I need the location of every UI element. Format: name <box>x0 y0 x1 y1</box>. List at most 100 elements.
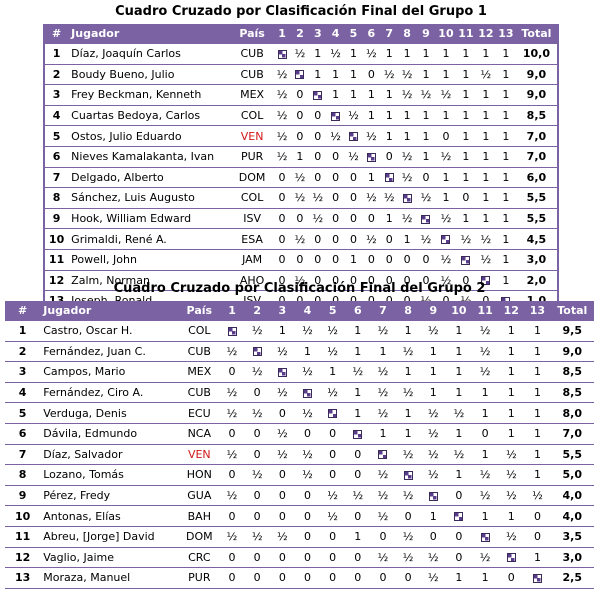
result-cell: ½ <box>460 232 472 246</box>
player-name: Fernández, Ciro A. <box>43 386 144 400</box>
total-score: 7,0 <box>562 427 583 441</box>
result-cell: 1 <box>502 273 510 287</box>
result-cell: 0 <box>314 129 322 143</box>
header-num: # <box>44 24 69 44</box>
result-cell: ½ <box>276 427 288 441</box>
result-cell: 0 <box>291 291 309 312</box>
rank-number: 8 <box>52 191 61 205</box>
result-cell: ½ <box>427 571 439 585</box>
table-row: 3 Frey Beckman, Kenneth MEX ½ 0 1 1 1 1 ½ ½ ½ 1 1 1 9,0 <box>44 84 558 106</box>
result-cell: 1 <box>507 365 515 379</box>
result-cell: 0 <box>404 571 412 585</box>
header-opponent-9: 9 <box>416 24 436 44</box>
header-opponent-13: 13 <box>524 301 551 321</box>
result-cell: ½ <box>505 530 517 544</box>
player-name: Powell, John <box>71 253 137 267</box>
result-cell: ½ <box>377 406 389 420</box>
result-cell: 0 <box>422 170 430 184</box>
result-cell: ½ <box>456 291 476 312</box>
result-cell: 1 <box>482 88 490 102</box>
result-cell: ½ <box>276 150 288 164</box>
result-cell: ½ <box>251 406 263 420</box>
result-cell: 0 <box>481 427 489 441</box>
self-cell <box>396 465 421 486</box>
player-name: Nieves Kamalakanta, Ivan <box>71 150 215 164</box>
rank-number: 7 <box>18 447 27 461</box>
result-cell: 1 <box>367 109 375 123</box>
diagonal-marker-icon <box>328 409 338 419</box>
result-cell: 0 <box>455 550 463 564</box>
table-row: 5 Verduga, Denis ECU ½ ½ 0 ½ 1 ½ 1 ½ ½ 1 1 1 8,0 <box>5 402 594 424</box>
result-cell: 1 <box>385 88 393 102</box>
player-country: JAM <box>242 253 263 267</box>
player-name: Sánchez, Luis Augusto <box>71 191 195 205</box>
result-cell: 1 <box>429 386 437 400</box>
result-cell: ½ <box>327 324 338 338</box>
player-name: Hook, William Edward <box>71 212 192 226</box>
result-cell: ½ <box>505 489 517 503</box>
diagonal-marker-icon <box>532 573 542 583</box>
player-name: Vaglio, Jaime <box>43 550 114 564</box>
player-country: DOM <box>238 170 266 184</box>
self-cell <box>345 423 370 444</box>
result-cell: ½ <box>453 447 465 461</box>
result-cell: 0 <box>329 468 337 482</box>
player-country: BAH <box>187 509 211 523</box>
header-opponent-8: 8 <box>395 301 421 321</box>
total-score: 6,0 <box>526 170 547 184</box>
result-cell: 1 <box>329 365 337 379</box>
result-cell: 1 <box>533 550 541 564</box>
rank-number: 4 <box>18 386 27 400</box>
result-cell: 1 <box>354 324 362 338</box>
result-cell: 0 <box>332 191 340 205</box>
player-name: Lozano, Tomás <box>43 468 124 482</box>
result-cell: 0 <box>367 67 375 81</box>
total-score: 7,0 <box>526 150 547 164</box>
table-row: 13 Moraza, Manuel PUR 0 0 0 0 0 0 0 0 ½ 1 1 0 2,5 <box>5 567 594 589</box>
result-cell: 0 <box>296 212 304 226</box>
header-opponent-7: 7 <box>380 24 399 44</box>
rank-number: 12 <box>14 550 31 564</box>
result-cell: 0 <box>329 550 337 564</box>
result-cell: 0 <box>329 427 337 441</box>
result-cell: 1 <box>533 324 541 338</box>
result-cell: ½ <box>366 232 377 246</box>
total-score: 5,5 <box>526 191 547 205</box>
header-total: Total <box>550 301 594 321</box>
rank-number: 9 <box>52 212 61 226</box>
result-cell: ½ <box>402 489 414 503</box>
result-cell: ½ <box>479 344 491 358</box>
result-cell: 1 <box>442 47 450 61</box>
result-cell: 0 <box>303 550 311 564</box>
total-score: 8,5 <box>526 109 547 123</box>
result-cell: 1 <box>385 212 393 226</box>
table-row: 6 Nieves Kamalakanta, Ivan PUR ½ 1 0 0 ½ 0 ½ 1 ½ 1 1 1… <box>44 146 558 167</box>
result-cell: ½ <box>302 468 313 482</box>
result-cell: ½ <box>427 324 439 338</box>
player-country: MEX <box>240 88 265 102</box>
header-country: País <box>179 301 220 321</box>
result-cell: ½ <box>276 109 288 123</box>
rank-number: 11 <box>14 530 31 544</box>
self-cell <box>291 64 309 85</box>
result-cell: 0 <box>332 212 340 226</box>
total-score: 4,0 <box>562 509 583 523</box>
result-cell: ½ <box>401 67 413 81</box>
result-cell: ½ <box>453 406 465 420</box>
group2-header: # Jugador País 1 2 3 4 5 6 7 8 9 10 11 12 13 Total <box>5 301 594 321</box>
header-opponent-1: 1 <box>219 301 245 321</box>
player-name: Pérez, Fredy <box>43 489 111 503</box>
self-cell <box>416 208 436 229</box>
result-cell: 1 <box>385 129 393 143</box>
result-cell: 1 <box>296 150 304 164</box>
result-cell: 0 <box>442 129 450 143</box>
result-cell: ½ <box>366 47 377 61</box>
player-country: ESA <box>241 232 263 246</box>
total-score: 4,5 <box>526 232 547 246</box>
diagonal-marker-icon <box>480 532 490 542</box>
result-cell: 0 <box>303 509 311 523</box>
result-cell: ½ <box>402 530 414 544</box>
player-name: Castro, Oscar H. <box>43 324 133 338</box>
result-cell: ½ <box>440 212 452 226</box>
header-opponent-13: 13 <box>495 24 516 44</box>
